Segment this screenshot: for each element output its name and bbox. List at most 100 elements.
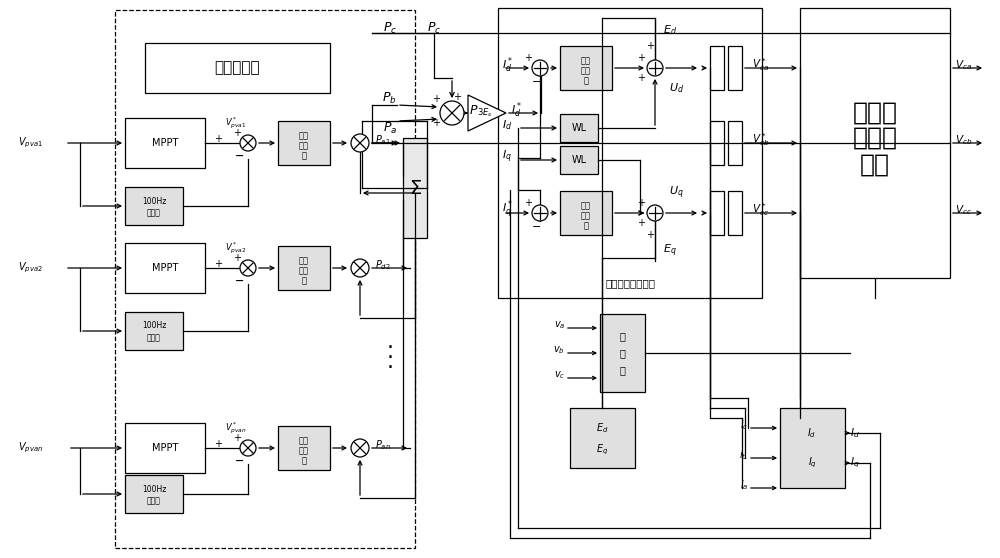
Circle shape [647, 205, 663, 221]
Text: 电流: 电流 [581, 201, 591, 210]
Text: +: + [646, 230, 654, 240]
Text: $V^*_{ca}$: $V^*_{ca}$ [752, 56, 769, 74]
Text: $I_q$: $I_q$ [502, 149, 512, 165]
Circle shape [351, 439, 369, 457]
Bar [125, 243, 205, 293]
Text: $v_b$: $v_b$ [553, 344, 565, 356]
Text: $E_d$: $E_d$ [663, 23, 677, 37]
Text: 器: 器 [584, 76, 588, 85]
Polygon shape [468, 95, 506, 131]
Circle shape [647, 60, 663, 76]
Text: 前馈解耦电流控制: 前馈解耦电流控制 [605, 278, 655, 288]
Bar [560, 46, 612, 90]
Text: $V^*_{pvan}$: $V^*_{pvan}$ [225, 421, 247, 436]
Text: −: − [235, 276, 245, 286]
Text: 100Hz: 100Hz [142, 484, 166, 493]
Text: $V_{pva2}$: $V_{pva2}$ [18, 261, 43, 275]
Text: 电压: 电压 [299, 132, 309, 141]
Bar [570, 408, 635, 468]
Text: +: + [637, 53, 645, 63]
Text: 陷波器: 陷波器 [147, 209, 161, 218]
Circle shape [240, 260, 256, 276]
Text: MPPT: MPPT [152, 263, 178, 273]
Text: −: − [235, 456, 245, 466]
Text: $V_{cb}$: $V_{cb}$ [955, 133, 972, 147]
Text: +: + [453, 92, 461, 102]
Bar [728, 46, 742, 90]
Bar [125, 423, 205, 473]
Text: MPPT: MPPT [152, 443, 178, 453]
Bar [710, 121, 724, 165]
Text: 调节: 调节 [299, 446, 309, 455]
Circle shape [351, 134, 369, 152]
Text: $U_q$: $U_q$ [669, 185, 684, 201]
Bar [600, 314, 645, 392]
Text: +: + [214, 134, 222, 144]
Text: $i_a$: $i_a$ [740, 478, 748, 492]
Text: 调节: 调节 [299, 142, 309, 151]
Text: +: + [432, 118, 440, 128]
Text: $I_d$: $I_d$ [502, 118, 512, 132]
Text: $I_q$: $I_q$ [850, 456, 859, 470]
Text: +: + [214, 259, 222, 269]
Text: $I_d$: $I_d$ [807, 426, 817, 440]
Text: +: + [637, 218, 645, 228]
Text: $P_b$: $P_b$ [382, 90, 397, 105]
Bar [125, 118, 205, 168]
Bar [115, 10, 415, 548]
Text: 陷波器: 陷波器 [147, 497, 161, 506]
Text: 电流: 电流 [581, 56, 591, 65]
Text: +: + [637, 198, 645, 208]
Bar [560, 146, 598, 174]
Text: 器: 器 [302, 456, 306, 465]
Text: $V^*_{cc}$: $V^*_{cc}$ [752, 201, 769, 218]
Text: $P_{an}$: $P_{an}$ [375, 438, 391, 452]
Bar [125, 187, 183, 225]
Text: $E_q$: $E_q$ [663, 243, 677, 259]
Text: −: − [235, 151, 245, 161]
Text: Σ: Σ [409, 179, 421, 198]
Text: $i_b$: $i_b$ [739, 448, 748, 462]
Text: $i_c$: $i_c$ [740, 418, 748, 432]
Text: 器: 器 [584, 222, 588, 230]
Text: 器: 器 [302, 277, 306, 286]
Text: 相: 相 [619, 348, 625, 358]
Text: 总功率控制: 总功率控制 [214, 60, 260, 75]
Text: +: + [432, 94, 440, 104]
Text: $V^*_{cb}$: $V^*_{cb}$ [752, 132, 769, 148]
Text: $E_q$: $E_q$ [596, 443, 608, 457]
Bar [800, 8, 950, 278]
Text: ·: · [386, 338, 394, 358]
Circle shape [532, 205, 548, 221]
Text: $V^*_{pva1}$: $V^*_{pva1}$ [225, 116, 247, 131]
Bar [125, 475, 183, 513]
Text: $I_q$: $I_q$ [808, 456, 816, 470]
Text: WL: WL [571, 155, 587, 165]
Circle shape [440, 101, 464, 125]
Text: $P$: $P$ [469, 103, 479, 117]
Bar [498, 8, 762, 298]
Text: $U_d$: $U_d$ [669, 81, 684, 95]
Text: 调节: 调节 [581, 66, 591, 75]
Text: $I^*_d$: $I^*_d$ [502, 55, 513, 75]
Text: $V_{pvan}$: $V_{pvan}$ [18, 441, 43, 455]
Bar [403, 138, 427, 238]
Bar [560, 114, 598, 142]
Bar [728, 191, 742, 235]
Circle shape [351, 259, 369, 277]
Circle shape [240, 440, 256, 456]
Bar [278, 121, 330, 165]
Text: $I_d$: $I_d$ [850, 426, 860, 440]
Text: +: + [646, 41, 654, 51]
Text: $V^*_{pva2}$: $V^*_{pva2}$ [225, 240, 247, 256]
Text: +: + [524, 53, 532, 63]
Text: 100Hz: 100Hz [142, 321, 166, 330]
Text: ·: · [386, 358, 394, 378]
Text: +: + [637, 73, 645, 83]
Text: $v_a$: $v_a$ [554, 319, 565, 331]
Text: +: + [524, 198, 532, 208]
Text: +: + [214, 439, 222, 449]
Text: −: − [532, 77, 542, 87]
Bar [710, 191, 724, 235]
Text: $P_c$: $P_c$ [383, 21, 397, 36]
